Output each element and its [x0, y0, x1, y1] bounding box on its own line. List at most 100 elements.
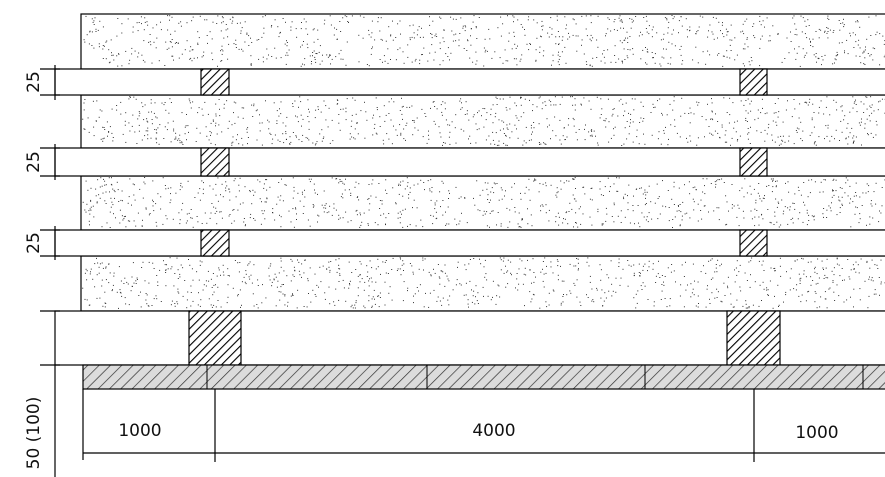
speckle-dot	[437, 296, 439, 298]
speckle-dot	[201, 261, 203, 263]
speckle-dot	[732, 306, 734, 308]
speckle-dot	[701, 116, 703, 117]
speckle-dot	[118, 53, 119, 55]
speckle-dot	[110, 39, 112, 41]
speckle-dot	[527, 19, 529, 21]
speckle-dot	[812, 103, 814, 105]
speckle-dot	[853, 195, 855, 197]
speckle-dot	[786, 37, 788, 39]
speckle-dot	[478, 110, 480, 112]
speckle-dot	[227, 268, 229, 270]
speckle-dot	[565, 62, 567, 64]
speckle-dot	[245, 270, 247, 272]
dim-label-1000-left: 1000	[118, 421, 161, 441]
speckle-dot	[861, 144, 862, 146]
speckle-dot	[361, 221, 363, 223]
speckle-dot	[866, 108, 868, 110]
speckle-dot	[426, 142, 428, 144]
speckle-dot	[326, 268, 328, 270]
speckle-dot	[847, 259, 849, 260]
speckle-dot	[621, 21, 623, 23]
speckle-dot	[872, 217, 874, 219]
speckle-dot	[696, 101, 698, 103]
speckle-dot	[315, 61, 317, 63]
speckle-dot	[111, 54, 113, 56]
speckle-dot	[266, 58, 268, 60]
speckle-dot	[689, 26, 691, 28]
speckle-dot	[544, 143, 546, 145]
speckle-dot	[180, 182, 182, 184]
speckle-dot	[333, 34, 335, 36]
speckle-dot	[294, 100, 296, 102]
speckle-dot	[137, 118, 139, 120]
speckle-dot	[659, 277, 661, 278]
speckle-dot	[102, 48, 104, 50]
speckle-dot	[154, 102, 156, 104]
speckle-dot	[506, 127, 508, 129]
speckle-dot	[342, 217, 344, 219]
speckle-dot	[340, 31, 342, 32]
speckle-dot	[586, 64, 588, 65]
speckle-dot	[490, 299, 492, 301]
speckle-dot	[483, 266, 485, 268]
speckle-dot	[92, 100, 94, 102]
speckle-dot	[149, 41, 151, 43]
speckle-dot	[769, 35, 771, 37]
speckle-dot	[168, 47, 170, 49]
speckle-dot	[293, 190, 295, 192]
speckle-dot	[278, 291, 280, 293]
speckle-dot	[753, 23, 755, 25]
speckle-dot	[290, 29, 292, 31]
speckle-dot	[242, 202, 244, 204]
speckle-dot	[89, 224, 90, 226]
speckle-dot	[841, 105, 843, 107]
speckle-dot	[293, 226, 295, 228]
speckle-dot	[190, 209, 192, 210]
speckle-dot	[618, 17, 620, 19]
speckle-dot	[117, 18, 119, 19]
speckle-dot	[99, 263, 101, 265]
speckle-dot	[688, 113, 690, 114]
speckle-dot	[585, 15, 587, 17]
speckle-dot	[300, 114, 302, 116]
speckle-dot	[673, 204, 675, 205]
speckle-dot	[776, 221, 778, 223]
speckle-dot	[725, 224, 727, 226]
speckle-dot	[186, 40, 188, 42]
speckle-dot	[464, 197, 466, 199]
speckle-dot	[98, 116, 100, 118]
speckle-dot	[870, 132, 872, 134]
speckle-dot	[288, 49, 290, 51]
speckle-dot	[305, 21, 307, 23]
speckle-dot	[292, 177, 294, 179]
speckle-dot	[189, 102, 191, 104]
speckle-dot	[578, 129, 580, 130]
speckle-dot	[568, 118, 570, 120]
speckle-dot	[271, 281, 273, 283]
speckle-dot	[302, 134, 304, 136]
speckle-dot	[150, 44, 152, 46]
speckle-dot	[89, 273, 91, 275]
speckle-dot	[423, 269, 424, 271]
speckle-dot	[561, 39, 563, 41]
speckle-dot	[745, 303, 747, 305]
speckle-dot	[648, 33, 650, 35]
speckle-dot	[88, 43, 90, 45]
speckle-dot	[719, 265, 721, 267]
speckle-dot	[870, 279, 872, 281]
speckle-dot	[312, 289, 314, 291]
speckle-dot	[366, 276, 368, 277]
speckle-dot	[868, 115, 870, 117]
speckle-dot	[266, 179, 268, 181]
speckle-dot	[520, 104, 522, 106]
speckle-dot	[760, 38, 762, 40]
speckle-dot	[430, 199, 432, 201]
speckle-dot	[496, 104, 498, 105]
speckle-dot	[825, 125, 827, 127]
speckle-dot	[484, 51, 486, 53]
speckle-dot	[155, 138, 157, 140]
speckle-dot	[319, 266, 321, 268]
speckle-dot	[368, 285, 370, 287]
speckle-dot	[507, 270, 509, 272]
